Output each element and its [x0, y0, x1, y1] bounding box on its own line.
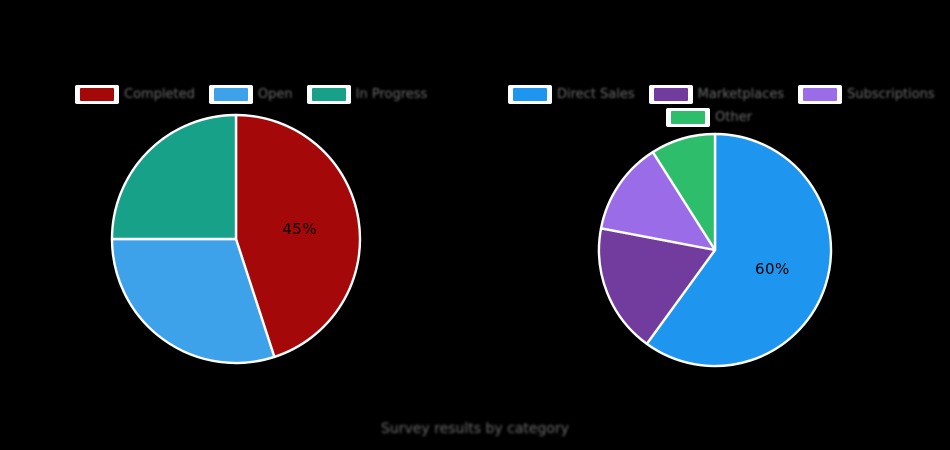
pie-right-value-label: 60%: [754, 259, 790, 278]
legend-chip-box: [648, 85, 693, 104]
legend-color-chip: [671, 111, 705, 124]
legend-color-chip: [213, 88, 248, 101]
legend-color-chip: [311, 88, 346, 101]
legend-chip-box: [798, 85, 843, 104]
legend-color-chip: [653, 88, 688, 101]
legend-label: Direct Sales: [557, 87, 635, 102]
legend-item-other: Other: [666, 108, 752, 127]
legend-right-pie-row1: Direct Sales Marketplaces Subscriptions: [508, 85, 935, 104]
pie-left-slice-open: [110, 237, 276, 365]
legend-chip-box: [208, 85, 253, 104]
legend-label: In Progress: [355, 87, 428, 102]
legend-item-direct-sales: Direct Sales: [508, 85, 635, 104]
pie-right-slice-marketplaces: [597, 227, 717, 346]
legend-item-in-progress: In Progress: [306, 85, 428, 104]
legend-item-open: Open: [208, 85, 293, 104]
pie-left-slice-completed: [234, 113, 362, 359]
legend-item-completed: Completed: [75, 85, 195, 104]
pie-left-value-label: 45%: [282, 219, 318, 238]
pie-right-slice-direct-sales: [645, 132, 833, 368]
legend-label: Subscriptions: [847, 87, 935, 102]
legend-chip-box: [75, 85, 119, 104]
figure-caption: Survey results by category: [381, 421, 569, 437]
legend-chip-box: [508, 85, 552, 104]
legend-label: Other: [715, 110, 752, 125]
legend-item-subscriptions: Subscriptions: [798, 85, 935, 104]
legend-label: Marketplaces: [697, 87, 785, 102]
legend-item-marketplaces: Marketplaces: [648, 85, 785, 104]
pie-right-slice-other: [651, 132, 717, 252]
legend-right-pie-row2: Other: [666, 108, 752, 127]
pie-right-slice-subscriptions: [599, 150, 717, 252]
legend-chip-box: [306, 85, 351, 104]
legend-color-chip: [80, 88, 114, 101]
legend-color-chip: [513, 88, 547, 101]
legend-label: Completed: [124, 87, 195, 102]
legend-left-pie: Completed Open In Progress: [75, 85, 427, 104]
legend-chip-box: [666, 108, 710, 127]
legend-color-chip: [803, 88, 838, 101]
legend-label: Open: [257, 87, 293, 102]
pie-left-slice-in-progress: [110, 113, 238, 241]
